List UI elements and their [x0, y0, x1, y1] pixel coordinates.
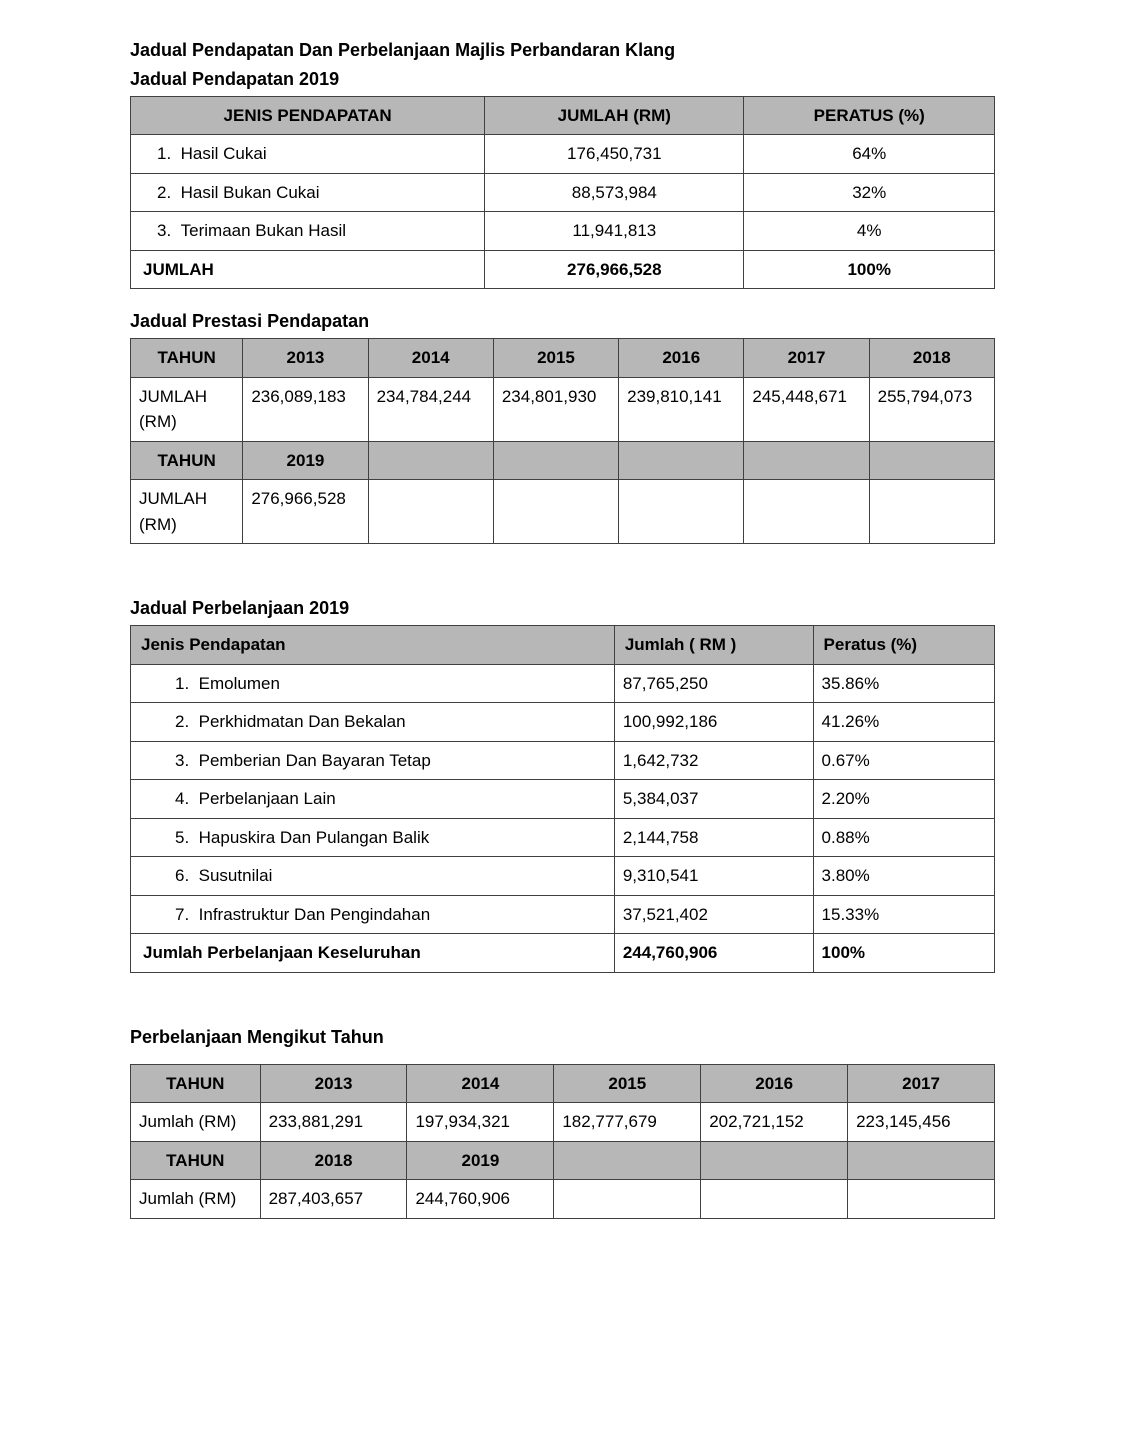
th-pct: PERATUS (%): [744, 96, 995, 135]
table-total-row: Jumlah Perbelanjaan Keseluruhan 244,760,…: [131, 934, 995, 973]
table-row: 3. Terimaan Bukan Hasil 11,941,813 4%: [131, 212, 995, 251]
table-row: JUMLAH (RM) 236,089,183 234,784,244 234,…: [131, 377, 995, 441]
table-row: Jumlah (RM) 233,881,291 197,934,321 182,…: [131, 1103, 995, 1142]
table-row: 3. Pemberian Dan Bayaran Tetap 1,642,732…: [131, 741, 995, 780]
th-amount: Jumlah ( RM ): [614, 626, 813, 665]
table-row: 1. Emolumen 87,765,25035.86%: [131, 664, 995, 703]
table-row: 2. Hasil Bukan Cukai 88,573,984 32%: [131, 173, 995, 212]
expense-2019-title: Jadual Perbelanjaan 2019: [130, 598, 995, 619]
th-year: TAHUN: [131, 339, 243, 378]
table-row: JUMLAH (RM) 276,966,528: [131, 480, 995, 544]
table-row: 4. Perbelanjaan Lain 5,384,0372.20%: [131, 780, 995, 819]
th-type: JENIS PENDAPATAN: [131, 96, 485, 135]
page-title: Jadual Pendapatan Dan Perbelanjaan Majli…: [130, 36, 995, 65]
income-2019-title: Jadual Pendapatan 2019: [130, 69, 995, 90]
table-row: 1. Hasil Cukai 176,450,731 64%: [131, 135, 995, 174]
income-2019-table: JENIS PENDAPATAN JUMLAH (RM) PERATUS (%)…: [130, 96, 995, 290]
th-type: Jenis Pendapatan: [131, 626, 615, 665]
th-pct: Peratus (%): [813, 626, 994, 665]
table-total-row: JUMLAH 276,966,528 100%: [131, 250, 995, 289]
table-row: 2. Perkhidmatan Dan Bekalan 100,992,1864…: [131, 703, 995, 742]
table-row: 6. Susutnilai 9,310,5413.80%: [131, 857, 995, 896]
expense-2019-table: Jenis Pendapatan Jumlah ( RM ) Peratus (…: [130, 625, 995, 973]
table-row: Jumlah (RM) 287,403,657 244,760,906: [131, 1180, 995, 1219]
expense-by-year-title: Perbelanjaan Mengikut Tahun: [130, 1027, 995, 1048]
th-year: TAHUN: [131, 1064, 261, 1103]
th-amount: JUMLAH (RM): [485, 96, 744, 135]
table-row: 7. Infrastruktur Dan Pengindahan 37,521,…: [131, 895, 995, 934]
income-perf-table: TAHUN 2013 2014 2015 2016 2017 2018 JUML…: [130, 338, 995, 544]
expense-by-year-table: TAHUN 2013 2014 2015 2016 2017 Jumlah (R…: [130, 1064, 995, 1219]
table-row: 5. Hapuskira Dan Pulangan Balik 2,144,75…: [131, 818, 995, 857]
income-perf-title: Jadual Prestasi Pendapatan: [130, 311, 995, 332]
